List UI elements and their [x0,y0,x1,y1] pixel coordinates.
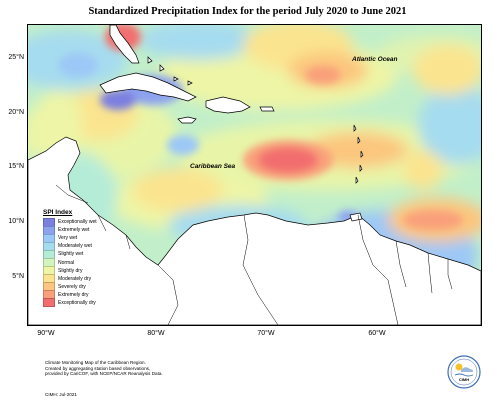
map-footer: Climate Monitoring Map of the Caribbean … [45,360,305,377]
legend-label: Severely dry [58,283,86,290]
lon-tick-90w: 90°W [37,330,55,337]
bahamas [147,56,193,86]
land-mass [28,25,481,325]
label-atlantic-ocean: Atlantic Ocean [352,56,398,63]
lat-tick-10n: 10°N [8,218,24,225]
map-title: Standardized Precipitation Index for the… [88,6,407,17]
south-central-america [28,136,481,325]
footer-line-1: Climate Monitoring Map of the Caribbean … [45,360,146,365]
lat-tick-15n: 15°N [8,163,24,170]
puerto-rico [259,106,275,112]
hispaniola [205,96,251,114]
logo-text: CIMH [458,377,470,382]
legend-label: Extremely dry [58,291,89,298]
legend-item: Exceptionally dry [43,298,103,308]
country-borders [55,184,453,325]
legend-label: Extremely wet [58,227,90,234]
legend-label: Exceptionally wet [58,219,97,226]
lon-tick-80w: 80°W [147,330,165,337]
jamaica [177,116,197,124]
legend-label: Normal [58,259,75,266]
lon-tick-70w: 70°W [257,330,275,337]
footer-line-2: Created by aggregating station based obs… [45,365,151,371]
footer-credit: CIMH: Jul-2021 [45,392,77,397]
footer-line-3: provided by CariCOF, with NCEP/NCAR Rean… [45,371,163,376]
lesser-antilles [353,124,364,184]
cuba [99,72,197,102]
lat-tick-20n: 20°N [8,109,24,116]
legend-label: Exceptionally dry [58,299,96,306]
label-caribbean-sea: Caribbean Sea [190,163,236,170]
lat-tick-5n: 5°N [12,273,24,280]
legend-title: SPI Index [43,209,73,216]
legend-label: Very wet [58,235,78,242]
legend-label: Moderately wet [58,243,92,250]
spi-map [27,24,482,326]
lon-tick-60w: 60°W [368,330,386,337]
legend-swatch [43,298,55,308]
legend-rows: Exceptionally wet Extremely wet Very wet Mo… [43,217,103,308]
lat-tick-25n: 25°N [8,54,24,61]
legend-label: Slightly wet [58,251,84,258]
florida [109,25,140,64]
cimh-logo-icon [447,355,481,389]
legend-label: Moderately dry [58,275,92,282]
spi-legend: SPI Index Exceptionally wet Extremely wet… [43,209,103,308]
spi-map-canvas [28,25,481,325]
legend-label: Slightly dry [58,267,83,274]
